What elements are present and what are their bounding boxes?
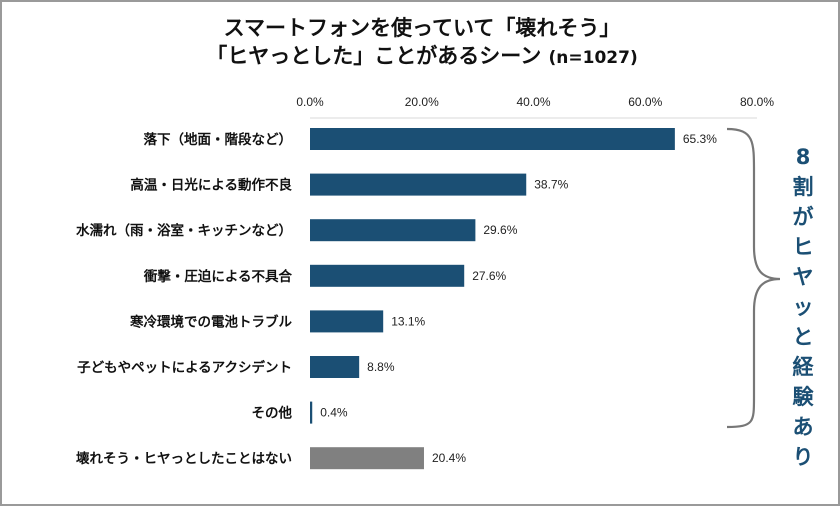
- data-label: 65.3%: [683, 132, 717, 146]
- x-tick-label: 80.0%: [740, 95, 774, 109]
- category-label: 寒冷環境での電池トラブル: [130, 313, 292, 330]
- chart-title: スマートフォンを使っていて「壊れそう」: [223, 16, 621, 40]
- data-label: 38.7%: [534, 178, 568, 192]
- bar: [310, 447, 424, 470]
- category-label: 高温・日光による動作不良: [130, 177, 292, 194]
- category-label: その他: [252, 405, 293, 422]
- chart-title-line2: 「ヒヤっとした」ことがあるシーン (n=1027): [2, 40, 838, 70]
- x-tick-label: 40.0%: [516, 95, 550, 109]
- bar: [310, 356, 360, 378]
- bar: [310, 310, 384, 333]
- bar: [310, 128, 675, 150]
- bar: [310, 219, 476, 242]
- data-label: 27.6%: [472, 269, 506, 283]
- category-label: 落下（地面・階段など）: [144, 131, 293, 148]
- brace-bracket: [726, 127, 781, 429]
- data-label: 0.4%: [320, 406, 348, 420]
- x-tick-label: 60.0%: [628, 95, 662, 109]
- category-label: 子どもやペットによるアクシデント: [77, 359, 292, 376]
- bar: [310, 173, 527, 196]
- annotation-text: 8割がヒヤッと経験あり: [792, 145, 814, 469]
- x-tick-label: 20.0%: [405, 95, 439, 109]
- bar: [310, 401, 313, 424]
- category-label: 衝撃・圧迫による不具合: [143, 268, 293, 285]
- data-label: 8.8%: [367, 360, 395, 374]
- data-label: 29.6%: [483, 223, 517, 237]
- data-label: 20.4%: [432, 451, 466, 465]
- x-tick-label: 0.0%: [296, 95, 324, 109]
- chart-title-second: 「ヒヤっとした」ことがあるシーン: [206, 44, 542, 68]
- category-label: 壊れそう・ヒヤっとしたことはない: [76, 450, 292, 467]
- category-label: 水濡れ（雨・浴室・キッチンなど）: [76, 222, 292, 239]
- sample-size: (n=1027): [548, 48, 638, 68]
- data-label: 13.1%: [391, 314, 425, 328]
- bar: [310, 264, 465, 287]
